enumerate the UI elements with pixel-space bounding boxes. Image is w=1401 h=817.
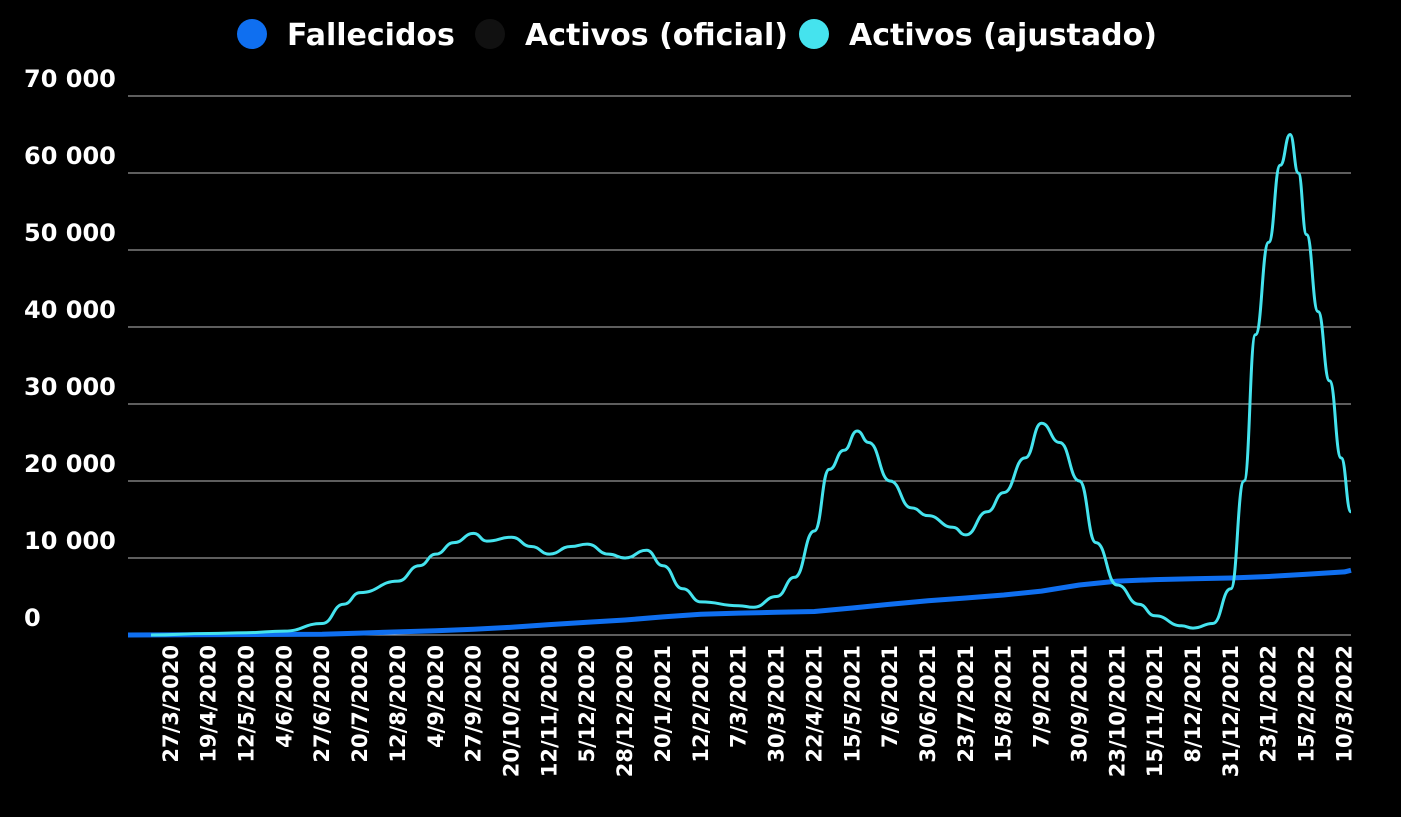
legend: Fallecidos Activos (oficial) Activos (aj… bbox=[237, 18, 1157, 53]
legend-marker-activos-oficial bbox=[475, 19, 505, 49]
x-tick-label-20: 30/6/2021 bbox=[916, 645, 940, 763]
y-tick-label-0: 0 bbox=[24, 604, 41, 632]
series-line-0 bbox=[127, 567, 1352, 638]
gridlines bbox=[128, 95, 1351, 636]
y-axis-ticks: 0 10 000 20 000 30 000 40 000 50 000 60 000 70 … bbox=[24, 65, 116, 632]
series-lines bbox=[127, 133, 1353, 638]
x-tick-label-12: 28/12/2020 bbox=[613, 645, 637, 777]
x-tick-label-24: 30/9/2021 bbox=[1067, 645, 1091, 763]
x-tick-label-30: 15/2/2022 bbox=[1295, 645, 1319, 763]
x-tick-label-25: 23/10/2021 bbox=[1105, 645, 1129, 777]
y-tick-label-6: 60 000 bbox=[24, 142, 116, 170]
legend-label-activos-oficial: Activos (oficial) bbox=[525, 18, 788, 53]
x-tick-label-14: 12/2/2021 bbox=[689, 645, 713, 763]
x-tick-label-11: 5/12/2020 bbox=[575, 645, 599, 763]
x-tick-label-15: 7/3/2021 bbox=[727, 645, 751, 748]
legend-marker-activos-ajustado bbox=[799, 19, 829, 49]
y-tick-label-4: 40 000 bbox=[24, 296, 116, 324]
x-tick-label-21: 23/7/2021 bbox=[954, 645, 978, 763]
x-tick-label-27: 8/12/2021 bbox=[1181, 645, 1205, 763]
x-tick-label-22: 15/8/2021 bbox=[992, 645, 1016, 763]
x-tick-label-29: 23/1/2022 bbox=[1257, 645, 1281, 763]
x-tick-label-6: 12/8/2020 bbox=[386, 645, 410, 763]
x-tick-label-0: 27/3/2020 bbox=[159, 645, 183, 763]
x-tick-label-3: 4/6/2020 bbox=[272, 645, 296, 748]
legend-label-activos-ajustado: Activos (ajustado) bbox=[849, 18, 1157, 53]
x-tick-label-23: 7/9/2021 bbox=[1030, 645, 1054, 748]
y-tick-label-7: 70 000 bbox=[24, 65, 116, 93]
legend-item-activos-oficial[interactable]: Activos (oficial) bbox=[475, 18, 788, 53]
x-tick-label-9: 20/10/2020 bbox=[500, 645, 524, 777]
x-tick-label-13: 20/1/2021 bbox=[651, 645, 675, 763]
x-tick-label-18: 15/5/2021 bbox=[840, 645, 864, 763]
y-tick-label-5: 50 000 bbox=[24, 219, 116, 247]
x-tick-label-17: 22/4/2021 bbox=[802, 645, 826, 763]
x-tick-label-2: 12/5/2020 bbox=[235, 645, 259, 763]
series-line-2 bbox=[150, 133, 1353, 637]
x-tick-label-16: 30/3/2021 bbox=[765, 645, 789, 763]
legend-item-fallecidos[interactable]: Fallecidos bbox=[237, 18, 455, 53]
x-tick-label-28: 31/12/2021 bbox=[1219, 645, 1243, 777]
legend-item-activos-ajustado[interactable]: Activos (ajustado) bbox=[799, 18, 1157, 53]
x-axis-ticks: 27/3/2020 19/4/2020 12/5/2020 4/6/2020 27/6/… bbox=[159, 645, 1357, 777]
x-tick-label-8: 27/9/2020 bbox=[462, 645, 486, 763]
x-tick-label-26: 15/11/2021 bbox=[1143, 645, 1167, 777]
x-tick-label-31: 10/3/2022 bbox=[1332, 645, 1356, 763]
x-tick-label-19: 7/6/2021 bbox=[878, 645, 902, 748]
x-tick-label-7: 4/9/2020 bbox=[424, 645, 448, 748]
legend-label-fallecidos: Fallecidos bbox=[287, 18, 455, 53]
legend-marker-fallecidos bbox=[237, 19, 267, 49]
x-tick-label-1: 19/4/2020 bbox=[197, 645, 221, 763]
y-tick-label-3: 30 000 bbox=[24, 373, 116, 401]
x-tick-label-5: 20/7/2020 bbox=[348, 645, 372, 763]
y-tick-label-2: 20 000 bbox=[24, 450, 116, 478]
y-tick-label-1: 10 000 bbox=[24, 527, 116, 555]
x-tick-label-10: 12/11/2020 bbox=[537, 645, 561, 777]
x-tick-label-4: 27/6/2020 bbox=[310, 645, 334, 763]
